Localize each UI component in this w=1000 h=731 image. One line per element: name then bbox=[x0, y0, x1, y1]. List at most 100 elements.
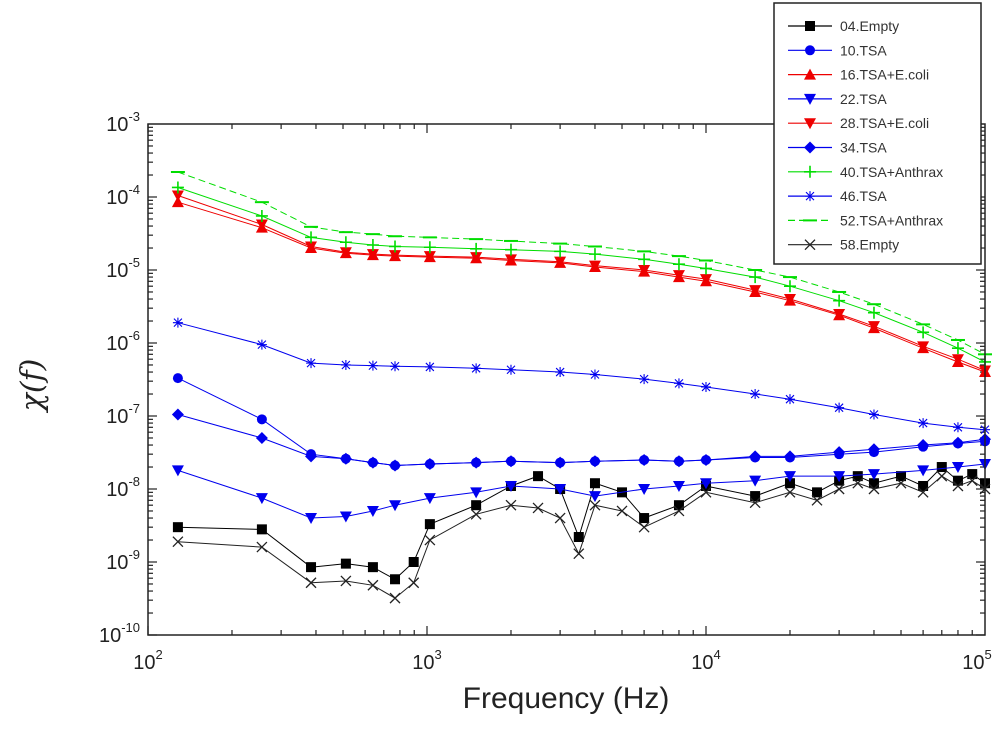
data-point bbox=[638, 521, 650, 533]
data-point bbox=[366, 505, 379, 517]
data-point bbox=[784, 394, 795, 405]
y-axis-label: χ(f) bbox=[15, 359, 50, 414]
data-point bbox=[967, 469, 978, 480]
series-line bbox=[177, 475, 986, 599]
data-point bbox=[171, 465, 184, 477]
data-point bbox=[589, 369, 600, 380]
data-point bbox=[367, 360, 378, 371]
data-point bbox=[868, 409, 879, 420]
legend-item: 04.Empty bbox=[788, 18, 899, 34]
legend-label: 34.TSA bbox=[840, 140, 887, 156]
x-axis-label: Frequency (Hz) bbox=[463, 682, 670, 715]
data-point bbox=[504, 455, 517, 468]
legend-item: 58.Empty bbox=[788, 237, 899, 253]
data-point bbox=[471, 363, 482, 374]
legend-label: 52.TSA+Anthrax bbox=[840, 212, 943, 228]
legend-swatch-marker bbox=[805, 191, 815, 202]
data-point bbox=[555, 367, 566, 378]
data-series bbox=[170, 171, 992, 604]
data-point bbox=[340, 575, 352, 587]
data-point bbox=[588, 248, 601, 261]
data-point bbox=[833, 294, 846, 307]
data-point bbox=[749, 475, 762, 487]
data-point bbox=[255, 219, 268, 231]
legend-swatch-marker bbox=[805, 45, 815, 56]
data-point bbox=[389, 240, 402, 253]
data-point bbox=[951, 436, 964, 449]
data-point bbox=[573, 548, 585, 560]
legend-item: 40.TSA+Anthrax bbox=[788, 164, 943, 180]
data-point bbox=[408, 557, 419, 567]
data-point bbox=[952, 475, 963, 486]
data-point bbox=[424, 519, 435, 530]
data-point bbox=[366, 249, 379, 261]
data-point bbox=[171, 408, 184, 421]
data-point bbox=[339, 236, 352, 249]
data-point bbox=[504, 480, 517, 492]
data-point bbox=[389, 592, 401, 604]
data-point bbox=[255, 493, 268, 505]
data-point bbox=[256, 541, 268, 553]
data-point bbox=[917, 341, 930, 353]
data-point bbox=[305, 231, 318, 244]
data-point bbox=[471, 500, 482, 511]
data-point bbox=[589, 478, 600, 489]
x-tick-label: 102 bbox=[133, 647, 162, 674]
legend-swatch-marker bbox=[805, 21, 815, 31]
data-point bbox=[750, 491, 761, 502]
data-point bbox=[306, 562, 317, 573]
data-point bbox=[305, 241, 318, 253]
legend-item: 16.TSA+E.coli bbox=[788, 67, 929, 83]
data-point bbox=[366, 239, 379, 252]
legend-swatch-marker bbox=[804, 239, 816, 251]
data-point bbox=[554, 245, 567, 258]
y-tick-label: 10-8 bbox=[106, 474, 140, 501]
data-point bbox=[172, 373, 183, 384]
series-58-empty bbox=[172, 470, 991, 604]
legend-swatch-marker bbox=[804, 118, 816, 130]
data-point bbox=[340, 558, 351, 569]
data-point bbox=[171, 196, 184, 208]
data-point bbox=[918, 418, 929, 429]
data-point bbox=[852, 477, 864, 489]
data-point bbox=[783, 294, 796, 306]
data-point bbox=[390, 361, 401, 372]
y-tick-label: 10-4 bbox=[106, 182, 140, 209]
data-point bbox=[554, 456, 567, 469]
data-point bbox=[616, 505, 628, 517]
data-point bbox=[951, 462, 964, 474]
legend-item: 10.TSA bbox=[788, 42, 887, 58]
data-point bbox=[784, 478, 795, 489]
data-point bbox=[639, 374, 650, 385]
y-tick-label: 10-9 bbox=[106, 547, 140, 574]
data-point bbox=[700, 453, 712, 466]
y-tick-label: 10-6 bbox=[106, 328, 140, 355]
data-point bbox=[554, 484, 567, 495]
legend-label: 46.TSA bbox=[840, 188, 887, 204]
data-point bbox=[833, 483, 845, 495]
data-point bbox=[470, 252, 483, 264]
data-point bbox=[171, 190, 184, 202]
data-point bbox=[573, 532, 584, 543]
legend-label: 40.TSA+Anthrax bbox=[840, 164, 943, 180]
data-point bbox=[172, 536, 184, 548]
legend-label: 28.TSA+E.coli bbox=[840, 115, 929, 131]
y-tick-label: 10-5 bbox=[106, 255, 140, 282]
data-point bbox=[470, 242, 483, 255]
legend-item: 46.TSA bbox=[788, 188, 887, 204]
data-point bbox=[952, 422, 963, 433]
data-point bbox=[256, 339, 267, 350]
data-point bbox=[749, 285, 762, 297]
legend-label: 22.TSA bbox=[840, 91, 887, 107]
data-point bbox=[470, 456, 483, 469]
data-point bbox=[749, 497, 761, 509]
plot-frame bbox=[147, 123, 986, 636]
data-point bbox=[171, 181, 184, 194]
data-point bbox=[917, 439, 930, 452]
data-point bbox=[256, 414, 267, 425]
data-point bbox=[339, 247, 352, 259]
legend-swatch-marker bbox=[804, 141, 816, 154]
x-tick-labels: 102 103 104 105 bbox=[133, 647, 991, 674]
data-point bbox=[366, 456, 379, 469]
legend-item: 28.TSA+E.coli bbox=[788, 115, 929, 131]
